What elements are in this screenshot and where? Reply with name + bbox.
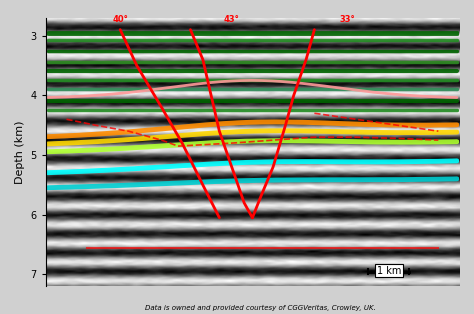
Y-axis label: Depth (km): Depth (km) <box>15 120 25 184</box>
Text: 1 km: 1 km <box>376 266 401 276</box>
Text: 43°: 43° <box>224 15 240 24</box>
Text: 33°: 33° <box>339 15 356 24</box>
Text: 40°: 40° <box>112 15 128 24</box>
Text: Data is owned and provided courtesy of CGGVeritas, Crowley, UK.: Data is owned and provided courtesy of C… <box>145 305 376 311</box>
